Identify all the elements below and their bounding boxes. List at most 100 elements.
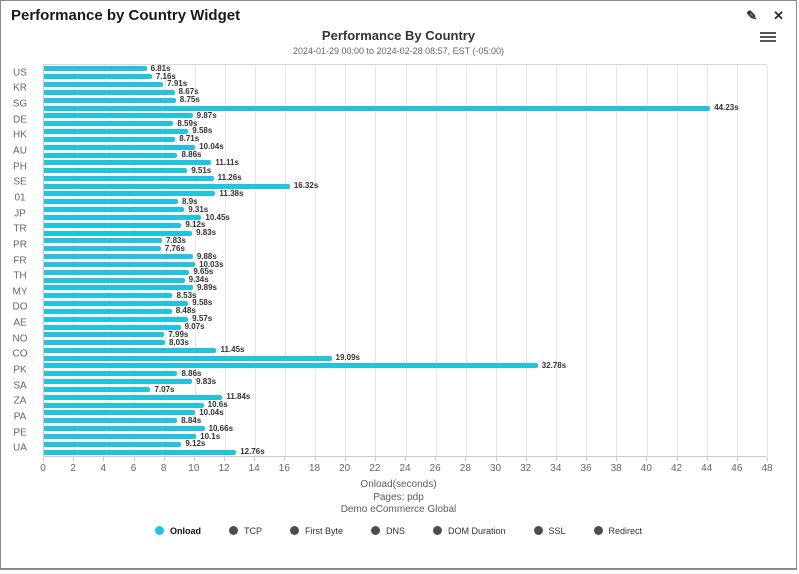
onload-bar[interactable] xyxy=(44,371,178,377)
gridline xyxy=(616,65,618,456)
onload-bar[interactable] xyxy=(44,175,214,181)
onload-bar[interactable] xyxy=(44,74,152,80)
onload-bar[interactable] xyxy=(44,426,205,432)
legend-dot-icon xyxy=(154,526,164,535)
onload-bar[interactable] xyxy=(44,293,173,299)
bar-row: 9.07s xyxy=(44,323,767,331)
bar-value-label: 8.84s xyxy=(181,415,202,425)
onload-bar[interactable] xyxy=(44,191,216,197)
x-axis-tickmark xyxy=(736,457,738,461)
onload-bar[interactable] xyxy=(44,277,185,283)
onload-bar[interactable] xyxy=(44,285,193,291)
onload-bar[interactable] xyxy=(44,269,190,275)
edit-pencil-icon[interactable]: ✎ xyxy=(746,8,758,23)
legend-item-dns[interactable]: DNS xyxy=(370,526,405,536)
onload-bar[interactable] xyxy=(44,81,164,87)
onload-bar[interactable] xyxy=(44,105,711,111)
onload-bar[interactable] xyxy=(44,434,197,440)
legend-label: TCP xyxy=(243,525,262,536)
legend-item-onload[interactable]: Onload xyxy=(154,525,201,536)
onload-bar[interactable] xyxy=(44,207,185,213)
onload-bar[interactable] xyxy=(44,394,223,400)
y-axis-category-label: AE xyxy=(13,317,27,329)
axis-caption-line: Demo eCommerce Global xyxy=(340,504,457,515)
axis-caption-line: Onload(seconds) xyxy=(360,479,437,490)
gridline xyxy=(586,65,588,456)
onload-bar[interactable] xyxy=(44,136,176,142)
x-axis-tick-label: 10 xyxy=(188,463,200,474)
onload-bar[interactable] xyxy=(44,324,181,330)
onload-bar[interactable] xyxy=(44,449,237,455)
onload-bar[interactable] xyxy=(44,441,182,447)
onload-bar[interactable] xyxy=(44,300,189,306)
legend-item-tcp[interactable]: TCP xyxy=(228,525,262,536)
onload-bar[interactable] xyxy=(44,66,147,72)
onload-bar[interactable] xyxy=(44,230,193,236)
bar-row: 8.53s xyxy=(44,291,767,299)
onload-bar[interactable] xyxy=(44,160,212,166)
onload-bar[interactable] xyxy=(44,254,193,259)
onload-bar[interactable] xyxy=(44,199,179,205)
x-axis-tickmark xyxy=(646,457,648,461)
onload-bar[interactable] xyxy=(44,222,182,228)
onload-bar[interactable] xyxy=(44,113,193,119)
gridline xyxy=(495,65,497,456)
bar-row: 8.75s xyxy=(44,96,767,104)
hamburger-line xyxy=(760,36,776,38)
hamburger-menu-icon[interactable] xyxy=(760,30,776,44)
onload-bar[interactable] xyxy=(44,418,178,424)
bar-value-label: 9.88s xyxy=(196,251,217,261)
onload-bar[interactable] xyxy=(44,144,196,150)
bar-value-label: 11.38s xyxy=(219,188,244,198)
onload-bar[interactable] xyxy=(44,97,176,103)
x-axis-tick-label: 48 xyxy=(761,463,773,474)
bar-value-label: 9.58s xyxy=(192,126,213,136)
onload-bar[interactable] xyxy=(44,316,189,322)
x-axis-tick-label: 6 xyxy=(130,463,137,474)
axis-captions: Onload(seconds) Pages: pdp Demo eCommerce … xyxy=(1,479,796,517)
gridline xyxy=(254,65,256,456)
bar-row: 10.1s xyxy=(44,432,767,440)
onload-bar[interactable] xyxy=(44,355,332,361)
x-axis-tick-label: 16 xyxy=(278,463,290,474)
legend-label: Redirect xyxy=(608,525,643,536)
onload-bar[interactable] xyxy=(44,387,151,393)
bar-row: 9.65s xyxy=(44,268,767,276)
onload-bar[interactable] xyxy=(44,183,290,189)
legend-item-dom-duration[interactable]: DOM Duration xyxy=(432,526,506,536)
bar-value-label: 7.16s xyxy=(155,71,176,81)
legend-item-redirect[interactable]: Redirect xyxy=(593,525,643,536)
onload-bar[interactable] xyxy=(44,347,217,353)
onload-bar[interactable] xyxy=(44,410,196,416)
bar-value-label: 9.12s xyxy=(185,220,206,230)
legend-item-ssl[interactable]: SSL xyxy=(533,526,566,536)
legend-item-first-byte[interactable]: First Byte xyxy=(289,526,343,536)
bar-row: 9.57s xyxy=(44,315,767,323)
onload-bar[interactable] xyxy=(44,215,202,221)
legend-label: Onload xyxy=(169,525,201,536)
onload-bar[interactable] xyxy=(44,340,165,346)
onload-bar[interactable] xyxy=(44,121,174,127)
category-group: PH 11.11s 9.51s xyxy=(13,158,767,175)
onload-bar[interactable] xyxy=(44,262,196,267)
onload-bar[interactable] xyxy=(44,246,161,252)
onload-bar[interactable] xyxy=(44,402,204,408)
bars-container: US 6.81s 7.16s KR 7.91s 8.67s SG 8.75s 44.23s DE 9… xyxy=(13,64,767,456)
onload-bar[interactable] xyxy=(44,89,175,95)
gridline xyxy=(465,65,467,456)
x-axis-tickmark xyxy=(43,457,44,461)
onload-bar[interactable] xyxy=(44,238,162,244)
onload-bar[interactable] xyxy=(44,128,189,134)
category-group: SE 11.26s 16.32s xyxy=(13,174,767,190)
bar-row: 9.58s xyxy=(44,299,767,307)
close-icon[interactable]: ✕ xyxy=(773,8,784,23)
bar-row: 9.31s xyxy=(44,205,767,213)
bar-row: 8.9s xyxy=(44,197,767,205)
onload-bar[interactable] xyxy=(44,152,178,158)
onload-bar[interactable] xyxy=(44,379,193,385)
axis-caption-line: Pages: pdp xyxy=(373,491,424,503)
onload-bar[interactable] xyxy=(44,308,172,314)
onload-bar[interactable] xyxy=(44,168,188,174)
onload-bar[interactable] xyxy=(44,363,538,369)
onload-bar[interactable] xyxy=(44,332,165,338)
